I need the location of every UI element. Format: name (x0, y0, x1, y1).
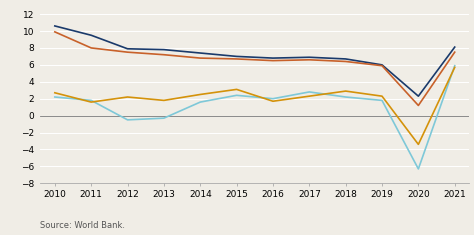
East Asia and Pacific (excluding high income) (270, 59, 276, 62)
East Asia and Pacific (excluding high income) (52, 31, 58, 33)
United States (234, 88, 239, 91)
PRC (125, 47, 130, 50)
United States (452, 66, 457, 69)
European Union (52, 96, 58, 98)
European Union (343, 96, 348, 98)
PRC (379, 63, 385, 66)
East Asia and Pacific (excluding high income) (125, 51, 130, 54)
European Union (270, 97, 276, 100)
East Asia and Pacific (excluding high income) (416, 104, 421, 107)
United States (379, 95, 385, 98)
European Union (125, 118, 130, 121)
PRC (270, 57, 276, 59)
PRC (88, 34, 94, 37)
East Asia and Pacific (excluding high income) (307, 58, 312, 61)
Text: Source: World Bank.: Source: World Bank. (40, 221, 125, 230)
European Union (379, 99, 385, 102)
United States (161, 99, 167, 102)
United States (52, 91, 58, 94)
PRC (343, 58, 348, 60)
East Asia and Pacific (excluding high income) (197, 57, 203, 59)
PRC (234, 55, 239, 58)
East Asia and Pacific (excluding high income) (379, 64, 385, 67)
PRC (307, 56, 312, 59)
East Asia and Pacific (excluding high income) (452, 51, 457, 54)
East Asia and Pacific (excluding high income) (161, 53, 167, 56)
European Union (234, 94, 239, 97)
Line: East Asia and Pacific (excluding high income): East Asia and Pacific (excluding high in… (55, 32, 455, 106)
United States (88, 101, 94, 103)
PRC (416, 95, 421, 98)
PRC (452, 46, 457, 48)
United States (197, 93, 203, 96)
Line: PRC: PRC (55, 26, 455, 96)
European Union (197, 101, 203, 103)
East Asia and Pacific (excluding high income) (88, 47, 94, 49)
United States (416, 143, 421, 146)
United States (343, 90, 348, 93)
European Union (452, 64, 457, 67)
United States (307, 95, 312, 98)
East Asia and Pacific (excluding high income) (234, 58, 239, 60)
East Asia and Pacific (excluding high income) (343, 60, 348, 63)
PRC (52, 24, 58, 27)
European Union (88, 99, 94, 102)
PRC (161, 48, 167, 51)
Line: United States: United States (55, 67, 455, 144)
PRC (197, 52, 203, 55)
European Union (161, 117, 167, 120)
United States (270, 100, 276, 103)
European Union (307, 90, 312, 93)
European Union (416, 168, 421, 170)
United States (125, 96, 130, 98)
Line: European Union: European Union (55, 66, 455, 169)
